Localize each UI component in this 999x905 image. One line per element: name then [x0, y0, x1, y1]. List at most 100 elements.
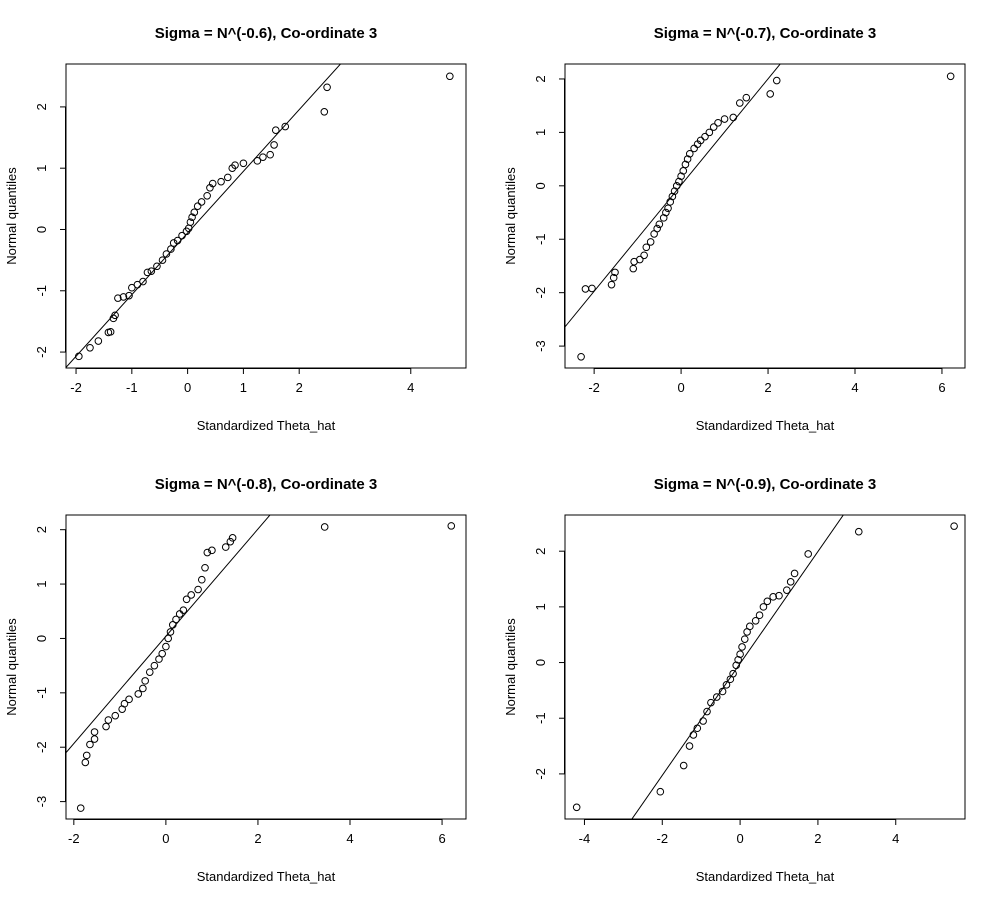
- point: [693, 724, 702, 733]
- point: [611, 268, 619, 277]
- point: [320, 523, 329, 531]
- point: [581, 285, 590, 293]
- point: [81, 758, 90, 767]
- y-axis-label: Normal quantiles: [503, 618, 518, 716]
- x-tick-label: 0: [736, 831, 743, 846]
- plot-box: [65, 63, 467, 369]
- point: [178, 231, 186, 240]
- point: [145, 668, 154, 676]
- point: [609, 273, 618, 282]
- point: [709, 123, 718, 131]
- plot-box: [564, 514, 966, 820]
- y-tick-label: -1: [533, 712, 548, 724]
- x-tick-label: -2: [70, 380, 82, 395]
- point: [703, 707, 711, 716]
- point: [690, 144, 698, 153]
- point: [203, 548, 212, 557]
- x-tick-label: 0: [184, 380, 191, 395]
- x-tick-label: 4: [346, 831, 353, 846]
- point: [775, 591, 783, 600]
- point: [259, 153, 267, 161]
- point: [82, 751, 91, 760]
- point: [190, 208, 199, 217]
- point: [270, 141, 278, 149]
- point: [75, 352, 83, 361]
- panel: Sigma = N^(-0.9), Co-ordinate 3 -4 -2 0 2 4 St…: [503, 476, 966, 884]
- y-tick-label: 0: [533, 659, 548, 666]
- point: [672, 182, 681, 190]
- point: [804, 550, 812, 558]
- point: [572, 803, 581, 812]
- point: [94, 337, 103, 345]
- x-axis-label: Standardized Theta_hat: [197, 869, 336, 884]
- y-tick-label: 2: [533, 75, 548, 82]
- point: [111, 711, 120, 720]
- point: [320, 108, 329, 116]
- y-tick-label: 1: [533, 603, 548, 610]
- y-tick-label: -2: [533, 287, 548, 299]
- point: [239, 159, 248, 168]
- point: [187, 591, 196, 599]
- qq-line: [66, 64, 342, 368]
- point: [656, 787, 665, 796]
- point: [172, 615, 180, 624]
- point: [104, 716, 113, 724]
- point: [143, 268, 152, 277]
- point: [447, 522, 456, 530]
- point: [217, 177, 225, 186]
- y-tick-label: 2: [533, 548, 548, 555]
- x-tick-label: 2: [254, 831, 261, 846]
- point: [194, 585, 202, 594]
- x-tick-label: 2: [814, 831, 821, 846]
- point: [223, 173, 232, 182]
- point: [182, 595, 191, 604]
- point: [323, 83, 331, 92]
- x-tick-label: -4: [579, 831, 591, 846]
- point: [114, 294, 122, 302]
- y-axis-label: Normal quantiles: [4, 618, 19, 716]
- x-tick-label: -2: [656, 831, 668, 846]
- x-tick-label: -1: [126, 380, 138, 395]
- point: [221, 543, 230, 551]
- point: [162, 642, 170, 651]
- point: [712, 693, 721, 701]
- point: [86, 740, 94, 749]
- point: [76, 804, 85, 812]
- point: [201, 563, 209, 572]
- point: [577, 352, 585, 361]
- point: [718, 687, 727, 696]
- point: [742, 93, 751, 102]
- point: [946, 72, 955, 81]
- chart-title: Sigma = N^(-0.8), Co-ordinate 3: [155, 476, 378, 493]
- x-tick-label: -2: [68, 831, 80, 846]
- point: [231, 161, 239, 169]
- x-axis-label: Standardized Theta_hat: [696, 869, 835, 884]
- point: [763, 597, 772, 606]
- point: [197, 198, 206, 206]
- point: [679, 761, 688, 770]
- point: [854, 527, 863, 536]
- point: [685, 742, 694, 750]
- point: [155, 655, 163, 663]
- point: [158, 256, 167, 264]
- y-tick-label: -2: [533, 768, 548, 780]
- point: [120, 699, 129, 708]
- point: [607, 280, 616, 289]
- point: [188, 213, 196, 222]
- point: [197, 575, 206, 584]
- point: [707, 698, 715, 707]
- point: [746, 622, 754, 631]
- x-axis-label: Standardized Theta_hat: [696, 418, 835, 433]
- point: [635, 255, 644, 264]
- point: [655, 220, 664, 229]
- point: [662, 208, 670, 217]
- x-tick-label: 4: [407, 380, 414, 395]
- x-tick-label: 0: [677, 380, 684, 395]
- point: [208, 546, 216, 555]
- x-tick-label: -2: [588, 380, 600, 395]
- point: [751, 616, 760, 625]
- y-tick-label: 0: [533, 182, 548, 189]
- y-tick-label: -2: [34, 346, 49, 358]
- point: [729, 113, 738, 122]
